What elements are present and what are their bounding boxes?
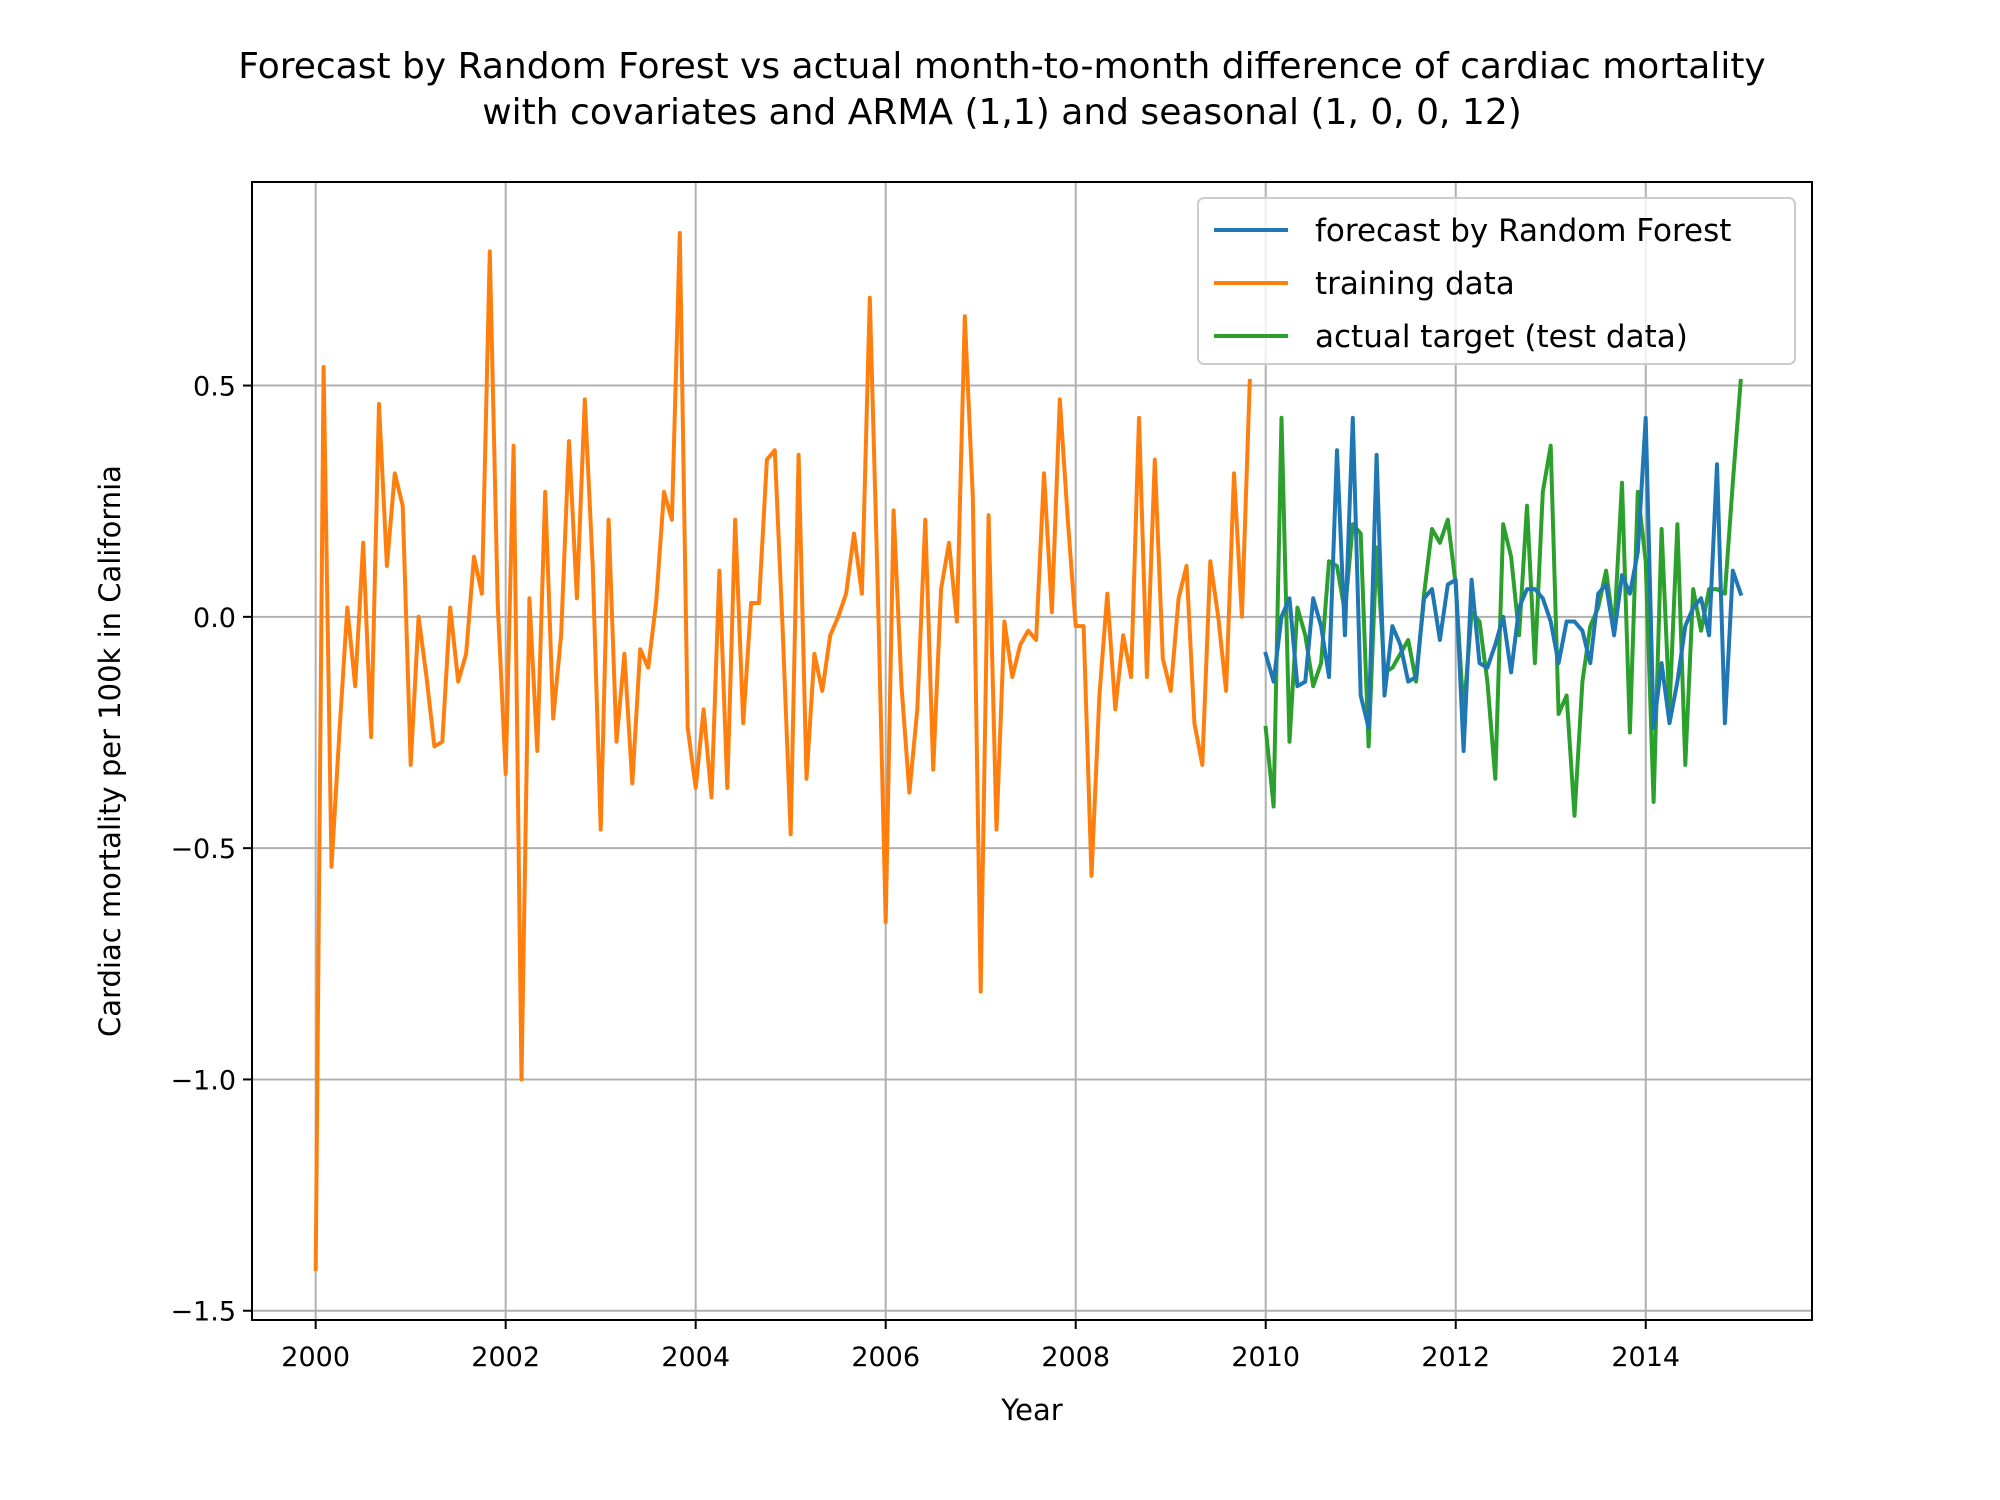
y-tick-label: −0.5 <box>170 834 236 865</box>
series-line-training-data <box>313 230 1252 1272</box>
legend-label: forecast by Random Forest <box>1315 213 1731 249</box>
x-tick-label: 2006 <box>851 1342 920 1373</box>
chart-title: Forecast by Random Forest vs actual mont… <box>238 46 1765 133</box>
legend-label: actual target (test data) <box>1315 319 1688 355</box>
plot-lines <box>313 230 1744 1272</box>
y-tick-label: −1.5 <box>170 1297 236 1328</box>
y-axis-label: Cardiac mortality per 100k in California <box>93 465 127 1037</box>
legend: forecast by Random Forest training data ac… <box>1197 197 1796 365</box>
x-tick-label: 2000 <box>281 1342 350 1373</box>
grid <box>252 182 1812 1320</box>
legend-label: training data <box>1315 266 1515 302</box>
plot-frame <box>251 181 1813 1321</box>
series-line-actual-target-test-data <box>1263 378 1743 818</box>
x-tick-label: 2008 <box>1041 1342 1110 1373</box>
x-tick-label: 2010 <box>1231 1342 1300 1373</box>
y-tick-label: 0.0 <box>193 603 236 634</box>
x-tick-label: 2004 <box>661 1342 730 1373</box>
y-tick-label: −1.0 <box>170 1065 236 1096</box>
chart-title-line-1: Forecast by Random Forest vs actual mont… <box>238 46 1765 87</box>
y-axis-ticks: 0.5 0.0 −0.5 −1.0 −1.5 <box>170 372 252 1328</box>
x-tick-label: 2002 <box>471 1342 540 1373</box>
y-tick-label: 0.5 <box>193 372 236 403</box>
x-tick-label: 2012 <box>1421 1342 1490 1373</box>
x-axis-label: Year <box>1000 1393 1062 1427</box>
chart-title-line-2: with covariates and ARMA (1,1) and seaso… <box>482 92 1522 133</box>
series-line-forecast-by-random-forest <box>1263 415 1744 753</box>
x-tick-label: 2014 <box>1611 1342 1680 1373</box>
x-axis-ticks: 2000 2002 2004 2006 2008 2010 2012 2014 <box>281 1320 1680 1373</box>
legend-box <box>1197 197 1796 365</box>
